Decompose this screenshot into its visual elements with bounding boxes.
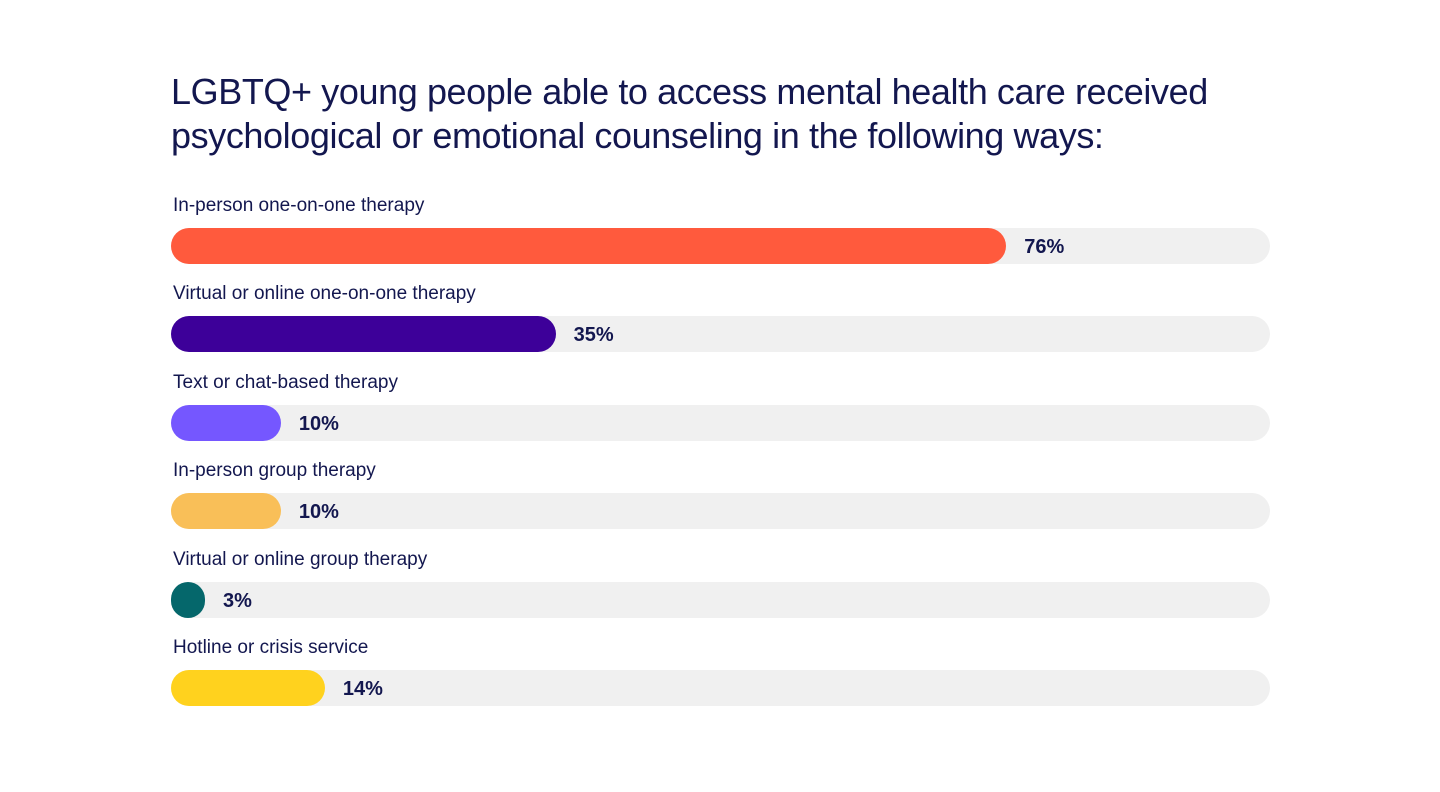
value-label: 35% <box>573 324 614 347</box>
bar-row: Virtual or online one-on-one therapy 35% <box>171 282 1270 362</box>
bar-track: 3% <box>171 581 1270 618</box>
value-label: 76% <box>1024 236 1065 258</box>
chart-title: LGBTQ+ young people able to access menta… <box>171 71 1208 156</box>
bar <box>171 493 281 530</box>
chart: LGBTQ+ young people able to access menta… <box>171 70 1270 706</box>
category-label: In-person group therapy <box>173 460 376 482</box>
bar-row: Hotline or crisis service 14% <box>171 636 1270 716</box>
category-label: Hotline or crisis service <box>173 637 369 658</box>
bar-row: In-person group therapy 10% <box>171 459 1270 539</box>
bar-track: 14% <box>171 670 1270 706</box>
bar <box>171 316 556 353</box>
bar-track: 10% <box>171 404 1270 441</box>
bar <box>171 228 1007 264</box>
category-label: Virtual or online one-on-one therapy <box>173 283 476 305</box>
value-label: 10% <box>298 412 339 435</box>
bar <box>171 670 325 706</box>
value-label: 3% <box>223 589 252 612</box>
bar-row: Virtual or online group therapy 3% <box>171 548 1270 628</box>
category-label: Text or chat-based therapy <box>173 371 398 393</box>
value-label: 10% <box>298 501 339 524</box>
bar-row: In-person one-on-one therapy 76% <box>171 194 1270 274</box>
bar-row: Text or chat-based therapy 10% <box>171 371 1270 451</box>
category-label: In-person one-on-one therapy <box>173 195 425 216</box>
bar-track: 10% <box>171 493 1270 530</box>
bar <box>171 404 281 441</box>
bar <box>171 581 205 618</box>
category-label: Virtual or online group therapy <box>173 548 428 570</box>
bar-track: 35% <box>171 316 1270 353</box>
value-label: 14% <box>342 678 383 700</box>
bar-track: 76% <box>171 228 1270 264</box>
